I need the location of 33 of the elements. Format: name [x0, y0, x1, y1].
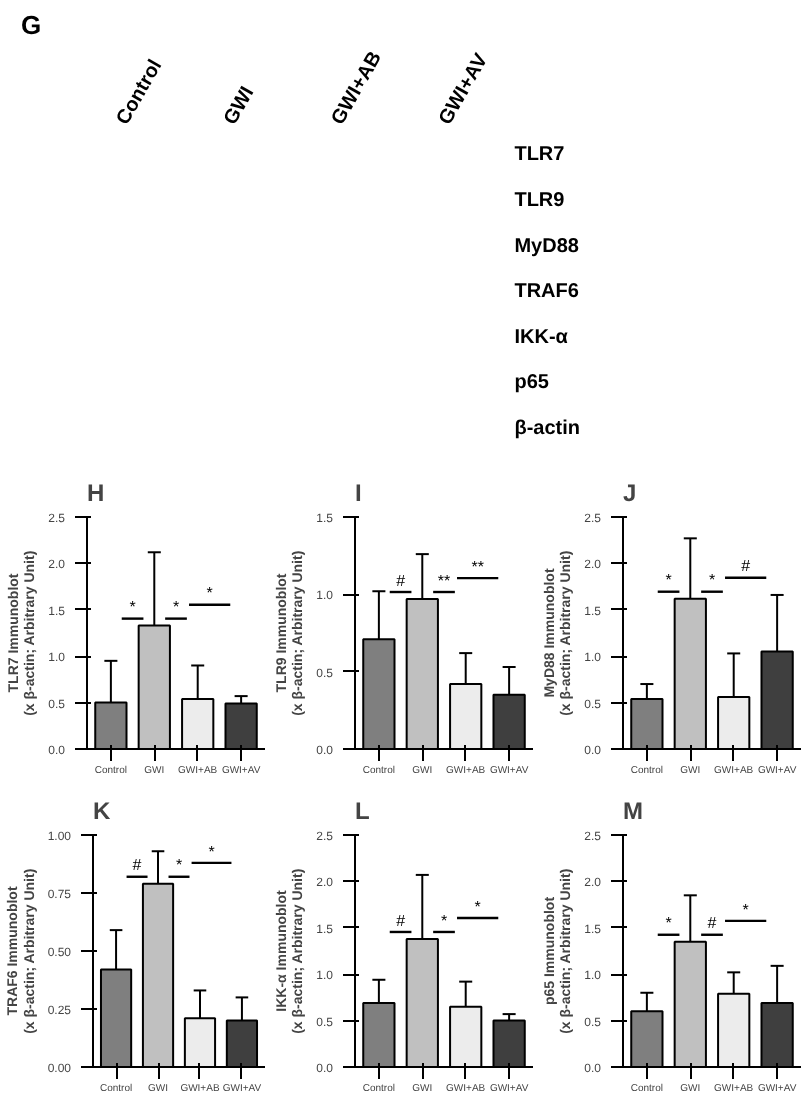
text: IKK-α: [514, 326, 570, 349]
chart-title: K: [93, 797, 111, 825]
annotation: #: [396, 571, 407, 590]
annotation: *: [208, 842, 215, 861]
annotation: *: [474, 897, 481, 916]
annotation: #: [396, 911, 407, 930]
text: MyD88: [514, 235, 580, 258]
text: β-actin: [514, 418, 580, 441]
annotation: *: [172, 598, 180, 617]
annotation: *: [708, 571, 716, 590]
annotation: **: [437, 571, 451, 590]
chart-title: H: [87, 479, 105, 507]
chart-title: M: [623, 797, 643, 825]
text: TLR7: [514, 144, 566, 167]
annotation: *: [665, 571, 672, 590]
annotation: *: [665, 914, 672, 933]
annotation: *: [742, 900, 749, 919]
text: TLR9: [514, 190, 566, 213]
category-label: GWI: [220, 83, 260, 130]
chart-title: J: [623, 479, 637, 507]
text: G: [20, 9, 42, 40]
annotation: **: [471, 557, 484, 576]
chart-title: L: [355, 797, 370, 825]
annotation: #: [132, 856, 143, 875]
annotation: #: [707, 914, 718, 933]
annotation: *: [129, 598, 136, 617]
text: TRAF6: [514, 281, 580, 304]
text: p65: [514, 372, 550, 395]
annotation: *: [206, 584, 213, 603]
annotation: *: [440, 911, 448, 930]
annotation: #: [741, 557, 752, 576]
chart-title: I: [355, 479, 362, 507]
annotation: *: [175, 856, 183, 875]
